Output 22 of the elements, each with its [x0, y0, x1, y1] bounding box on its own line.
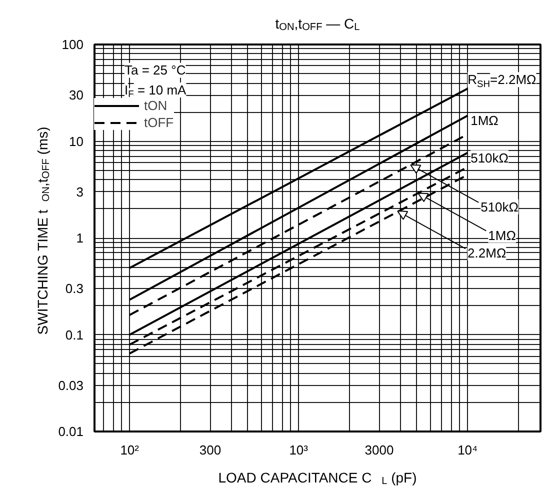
y-tick-label: 0.03	[58, 378, 84, 393]
legend-label: tOFF	[144, 115, 174, 130]
y-tick-label: 100	[62, 37, 84, 52]
y-tick-label: 0.01	[58, 424, 84, 439]
x-tick-label: 3000	[364, 442, 394, 458]
annotation: 1MΩ	[488, 228, 516, 243]
annotation: 510kΩ	[480, 199, 519, 214]
y-tick-label: 30	[69, 88, 84, 103]
x-tick-label: 10⁴	[458, 442, 478, 458]
y-tick-label: 3	[76, 184, 84, 200]
x-tick-label: 10³	[289, 442, 309, 458]
y-tick-label: 10	[69, 134, 84, 149]
annotation: 510kΩ	[470, 150, 509, 166]
annotation: Ta = 25 °C	[124, 62, 186, 78]
y-tick-label: 0.1	[65, 327, 84, 342]
annotation: 1MΩ	[470, 113, 499, 128]
x-tick-label: 10²	[120, 442, 140, 458]
y-tick-label: 0.3	[65, 281, 84, 296]
x-tick-label: 300	[199, 442, 222, 458]
annotation: 2.2MΩ	[468, 246, 506, 261]
legend-label: tON	[144, 98, 168, 113]
y-tick-label: 1	[76, 230, 84, 246]
